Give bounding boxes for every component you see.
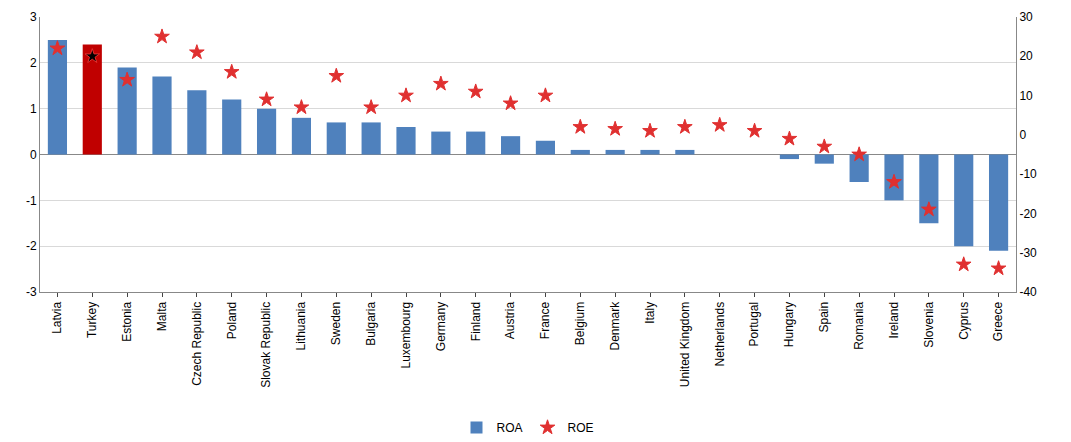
svg-text:Turkey: Turkey [85,302,99,338]
svg-text:Luxembourg: Luxembourg [399,302,413,369]
svg-text:Belgium: Belgium [573,302,587,345]
svg-text:Netherlands: Netherlands [713,302,727,367]
svg-text:30: 30 [1019,10,1033,24]
svg-text:Greece: Greece [991,301,1005,341]
svg-text:Bulgaria: Bulgaria [364,301,378,345]
svg-text:Portugal: Portugal [747,302,761,347]
svg-text:France: France [538,301,552,339]
svg-text:Denmark: Denmark [608,301,622,351]
svg-text:Spain: Spain [817,302,831,333]
svg-text:10: 10 [1019,89,1033,103]
svg-text:Ireland: Ireland [887,302,901,339]
svg-text:Hungary: Hungary [782,302,796,347]
svg-text:Estonia: Estonia [120,301,134,341]
svg-text:-2: -2 [26,239,37,253]
svg-text:Lithuania: Lithuania [294,301,308,350]
svg-text:Slovak Republic: Slovak Republic [259,302,273,388]
svg-text:Slovenia: Slovenia [922,301,936,347]
svg-text:Italy: Italy [643,302,657,324]
svg-text:ROE: ROE [568,421,594,435]
svg-text:-3: -3 [26,285,37,299]
svg-text:Malta: Malta [155,301,169,331]
svg-text:Finland: Finland [469,302,483,341]
svg-text:0: 0 [30,148,37,162]
svg-text:Latvia: Latvia [50,301,64,333]
svg-text:Poland: Poland [225,302,239,339]
svg-text:United Kingdom: United Kingdom [678,302,692,387]
svg-text:0: 0 [1019,128,1026,142]
svg-text:-40: -40 [1019,285,1037,299]
svg-text:2: 2 [30,56,37,70]
svg-text:Romania: Romania [852,301,866,349]
svg-text:1: 1 [30,102,37,116]
svg-text:-30: -30 [1019,246,1037,260]
svg-text:20: 20 [1019,49,1033,63]
svg-text:Czech Republic: Czech Republic [190,302,204,386]
svg-text:Germany: Germany [434,302,448,351]
svg-text:ROA: ROA [497,421,523,435]
svg-text:-20: -20 [1019,207,1037,221]
svg-text:-10: -10 [1019,167,1037,181]
svg-text:-1: -1 [26,194,37,208]
svg-text:Cyprus: Cyprus [957,302,971,340]
svg-text:3: 3 [30,10,37,24]
svg-text:Austria: Austria [503,301,517,339]
svg-text:Sweden: Sweden [329,302,343,345]
